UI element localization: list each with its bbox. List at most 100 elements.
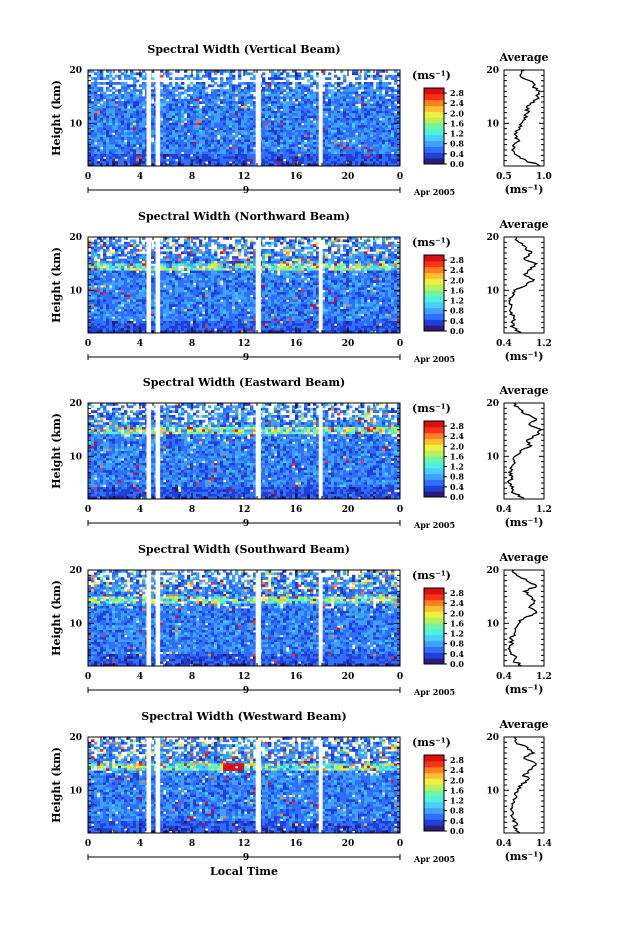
heatmap-cell bbox=[172, 273, 176, 276]
heatmap-cell bbox=[124, 137, 128, 140]
heatmap-cell bbox=[211, 156, 215, 160]
heatmap-cell bbox=[124, 146, 128, 150]
heatmap-cell bbox=[382, 151, 386, 155]
heatmap-cell bbox=[106, 239, 110, 243]
heatmap-cell bbox=[166, 94, 170, 97]
heatmap-cell bbox=[118, 239, 122, 243]
heatmap-cell bbox=[349, 163, 353, 167]
heatmap-cell bbox=[361, 137, 365, 140]
heatmap-cell bbox=[382, 253, 386, 257]
heatmap-cell bbox=[226, 127, 230, 131]
heatmap-cell bbox=[337, 101, 341, 104]
heatmap-cell bbox=[364, 94, 368, 97]
heatmap-cell bbox=[394, 249, 398, 252]
heatmap-cell bbox=[325, 161, 329, 164]
heatmap-cell bbox=[100, 265, 104, 269]
heatmap-cell bbox=[316, 139, 320, 143]
heatmap-cell bbox=[313, 98, 317, 102]
heatmap-cell bbox=[385, 151, 389, 155]
heatmap-cell bbox=[211, 70, 215, 73]
heatmap-cell bbox=[115, 256, 119, 259]
heatmap-cell bbox=[388, 127, 392, 131]
heatmap-cell bbox=[103, 101, 107, 104]
heatmap-cell bbox=[349, 108, 353, 112]
heatmap-cell bbox=[247, 118, 251, 121]
heatmap-cell bbox=[316, 270, 320, 274]
heatmap-cell bbox=[91, 82, 95, 85]
heatmap-cell bbox=[328, 125, 332, 128]
heatmap-cell bbox=[235, 154, 239, 157]
heatmap-cell bbox=[331, 94, 335, 97]
heatmap-cell bbox=[211, 106, 215, 109]
heatmap-cell bbox=[208, 125, 212, 128]
heatmap-cell bbox=[178, 244, 182, 247]
heatmap-cell bbox=[211, 146, 215, 150]
heatmap-cell bbox=[184, 149, 188, 152]
heatmap-cell bbox=[253, 96, 257, 100]
heatmap-cell bbox=[235, 132, 239, 136]
heatmap-cell bbox=[367, 118, 371, 121]
heatmap-cell bbox=[187, 125, 191, 128]
heatmap-cell bbox=[190, 74, 194, 78]
heatmap-cell bbox=[166, 158, 170, 162]
heatmap-cell bbox=[313, 134, 317, 138]
heatmap-cell bbox=[244, 101, 248, 104]
heatmap-cell bbox=[325, 132, 329, 136]
heatmap-cell bbox=[235, 89, 239, 92]
heatmap-cell bbox=[388, 82, 392, 85]
heatmap-cell bbox=[376, 268, 380, 271]
heatmap-cell bbox=[169, 265, 173, 269]
heatmap-cell bbox=[361, 163, 365, 167]
heatmap-cell bbox=[340, 70, 344, 73]
heatmap-cell bbox=[175, 82, 179, 85]
heatmap-cell bbox=[202, 270, 206, 274]
heatmap-cell bbox=[379, 251, 383, 255]
heatmap-cell bbox=[106, 151, 110, 155]
heatmap-cell bbox=[178, 134, 182, 138]
heatmap-cell bbox=[214, 139, 218, 143]
heatmap-cell bbox=[376, 94, 380, 97]
heatmap-cell bbox=[310, 158, 314, 162]
heatmap-cell bbox=[94, 77, 98, 80]
heatmap-cell bbox=[346, 151, 350, 155]
heatmap-cell bbox=[304, 86, 308, 90]
heatmap-cell bbox=[220, 161, 224, 164]
heatmap-cell bbox=[160, 151, 164, 155]
heatmap-cell bbox=[169, 156, 173, 160]
heatmap-cell bbox=[376, 256, 380, 259]
heatmap-cell bbox=[91, 122, 95, 126]
heatmap-cell bbox=[94, 268, 98, 271]
heatmap-cell bbox=[121, 270, 125, 274]
heatmap-cell bbox=[97, 70, 101, 73]
heatmap-cell bbox=[250, 98, 254, 102]
heatmap-cell bbox=[112, 137, 116, 140]
heatmap-cell bbox=[262, 149, 266, 152]
heatmap-cell bbox=[142, 115, 146, 119]
heatmap-cell bbox=[334, 244, 338, 247]
heatmap-cell bbox=[265, 256, 269, 259]
heatmap-cell bbox=[247, 130, 251, 133]
heatmap-cell bbox=[250, 156, 254, 160]
heatmap-cell bbox=[313, 110, 317, 114]
heatmap-cell bbox=[190, 113, 194, 116]
heatmap-cell bbox=[307, 261, 311, 264]
heatmap-cell bbox=[385, 91, 389, 95]
heatmap-cell bbox=[106, 130, 110, 133]
heatmap-cell bbox=[169, 91, 173, 95]
heatmap-cell bbox=[388, 241, 392, 245]
heatmap-cell bbox=[289, 265, 293, 269]
heatmap-cell bbox=[244, 82, 248, 85]
heatmap-cell bbox=[88, 151, 92, 155]
heatmap-cell bbox=[295, 94, 299, 97]
heatmap-cell bbox=[271, 101, 275, 104]
heatmap-cell bbox=[295, 103, 299, 107]
heatmap-cell bbox=[280, 237, 284, 240]
heatmap-cell bbox=[325, 151, 329, 155]
heatmap-cell bbox=[205, 268, 209, 271]
heatmap-cell bbox=[214, 96, 218, 100]
heatmap-cell bbox=[352, 268, 356, 271]
heatmap-cell bbox=[172, 101, 176, 104]
heatmap-cell bbox=[175, 98, 179, 102]
heatmap-cell bbox=[379, 134, 383, 138]
heatmap-cell bbox=[115, 239, 119, 243]
